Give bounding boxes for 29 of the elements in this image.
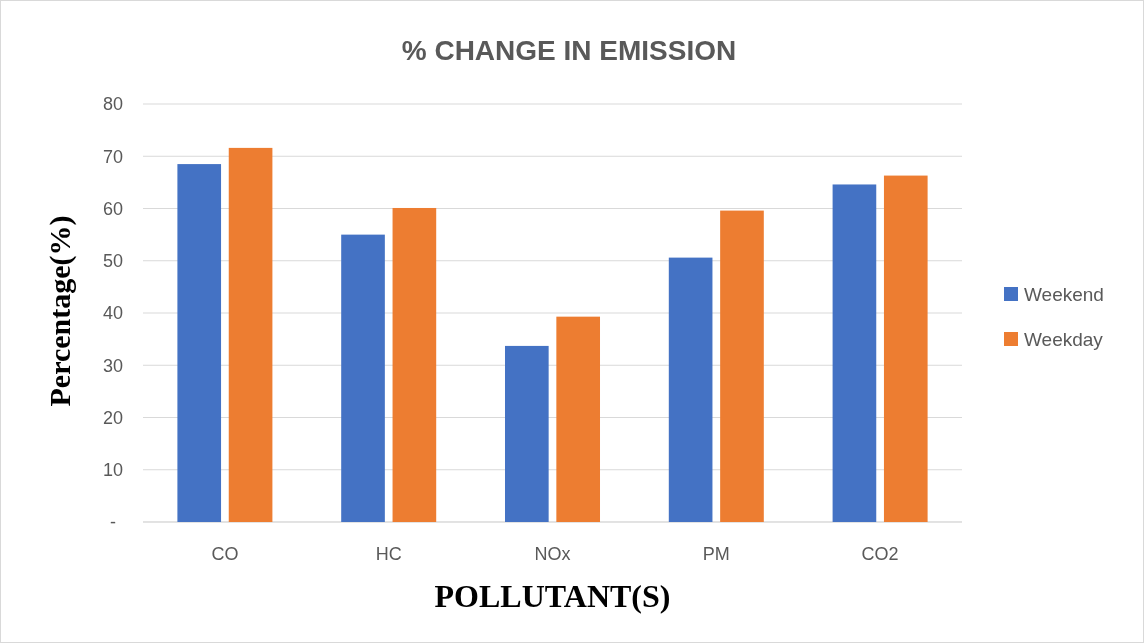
bar bbox=[177, 164, 222, 522]
chart-title: % CHANGE IN EMISSION bbox=[401, 35, 737, 66]
bar bbox=[505, 345, 549, 522]
bar bbox=[556, 316, 600, 522]
bar bbox=[832, 184, 877, 522]
x-tick-label: CO bbox=[211, 544, 239, 564]
bar bbox=[341, 234, 385, 522]
bar bbox=[883, 175, 928, 522]
y-tick-label: 80 bbox=[102, 94, 124, 115]
y-axis-title: Percentage(%) bbox=[43, 215, 77, 407]
x-tick-label: HC bbox=[375, 544, 402, 564]
y-tick-label: 10 bbox=[102, 460, 124, 481]
bar bbox=[228, 147, 273, 522]
legend-label: Weekday bbox=[1024, 328, 1104, 350]
x-tick-label: CO2 bbox=[861, 544, 899, 564]
y-tick-label: 30 bbox=[102, 355, 124, 376]
bar bbox=[668, 257, 713, 522]
x-axis-title: POLLUTANT(S) bbox=[434, 578, 671, 614]
y-tick-label: - bbox=[110, 512, 116, 533]
y-tick-label: 70 bbox=[102, 146, 124, 167]
y-tick-label: 40 bbox=[102, 303, 124, 324]
bar bbox=[720, 210, 764, 522]
legend-label: Weekend bbox=[1024, 283, 1104, 305]
y-tick-label: 60 bbox=[102, 198, 124, 219]
x-tick-label: NOx bbox=[534, 544, 571, 564]
y-tick-label: 50 bbox=[102, 251, 124, 272]
x-tick-label: PM bbox=[702, 544, 730, 564]
y-tick-label: 20 bbox=[102, 407, 124, 428]
bar bbox=[392, 207, 437, 522]
